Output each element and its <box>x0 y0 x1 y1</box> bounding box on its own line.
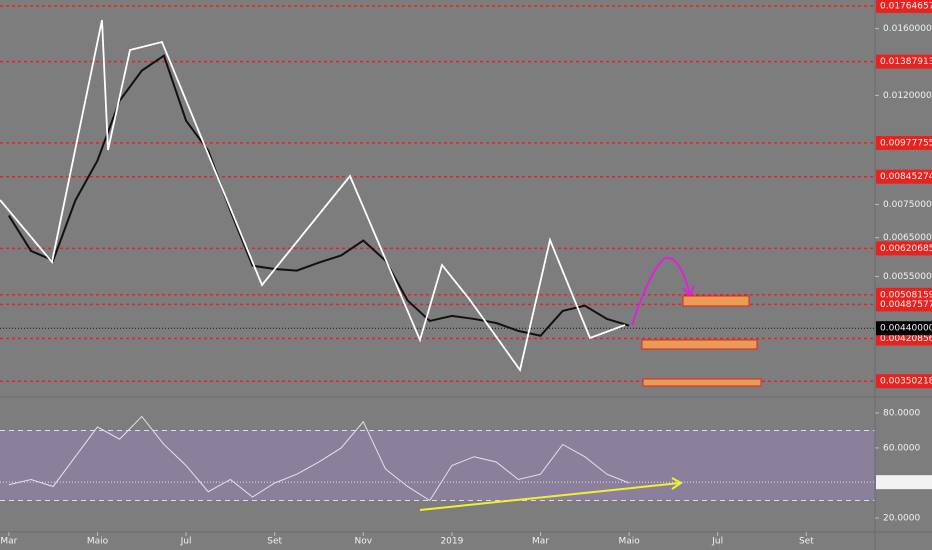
level-label: 0.00977755 <box>880 138 932 148</box>
x-tick-label: Nov <box>355 537 373 547</box>
series-line <box>8 415 630 502</box>
level-label-box <box>876 241 932 256</box>
x-tick-label: Mar <box>0 537 17 547</box>
projection-arrow <box>631 256 691 326</box>
level-label-box <box>876 0 932 13</box>
x-tick-label: Set <box>799 537 814 547</box>
x-tick-label: Jul <box>180 537 192 547</box>
level-label: 0.01764657 <box>880 1 932 11</box>
pattern-line <box>0 19 626 373</box>
x-tick-label: 2019 <box>440 537 463 547</box>
divergence-line <box>419 482 681 511</box>
series-line <box>8 54 630 337</box>
y-tick-label: 60.0000 <box>883 443 920 453</box>
last-label-box <box>876 475 932 490</box>
level-label-box <box>876 54 932 69</box>
level-label: 0.00508159 <box>880 290 932 300</box>
level-label-box <box>876 374 932 389</box>
drawings <box>0 5 875 502</box>
y-tick-label: 0.00650000 <box>883 233 932 243</box>
x-tick-label: Maio <box>618 537 640 547</box>
y-tick-label: 0.00750000 <box>883 200 932 210</box>
y-tick-label: 0.01600000 <box>883 24 932 34</box>
level-label-box <box>876 135 932 150</box>
level-label-box <box>876 297 932 312</box>
level-label: 0.01387913 <box>880 57 932 67</box>
target-box <box>682 295 750 307</box>
level-label-box <box>876 169 932 184</box>
support-box <box>642 378 762 387</box>
y-tick-label: 0.01200000 <box>883 91 932 101</box>
x-tick-label: Maio <box>87 537 109 547</box>
arrow-head <box>671 477 683 490</box>
last-label-box <box>876 321 932 336</box>
support-box <box>641 339 758 350</box>
y-tick-label: 20.0000 <box>883 513 920 523</box>
level-label: 0.00350218 <box>880 377 932 387</box>
last-label: 0.00440000 <box>880 324 932 334</box>
x-tick-label: Set <box>267 537 282 547</box>
level-label: 0.00487577 <box>880 300 932 310</box>
x-tick-label: Mar <box>532 537 549 547</box>
level-label: 0.00420856 <box>880 334 932 344</box>
level-label: 0.00845274 <box>880 172 932 182</box>
last-label: 40.4722 <box>880 478 917 488</box>
rsi-band <box>0 430 875 501</box>
y-tick-label: 0.00550000 <box>883 272 932 282</box>
x-tick-label: Jul <box>711 537 723 547</box>
level-label: 0.00620685 <box>880 244 932 254</box>
y-tick-label: 80.0000 <box>883 408 920 418</box>
